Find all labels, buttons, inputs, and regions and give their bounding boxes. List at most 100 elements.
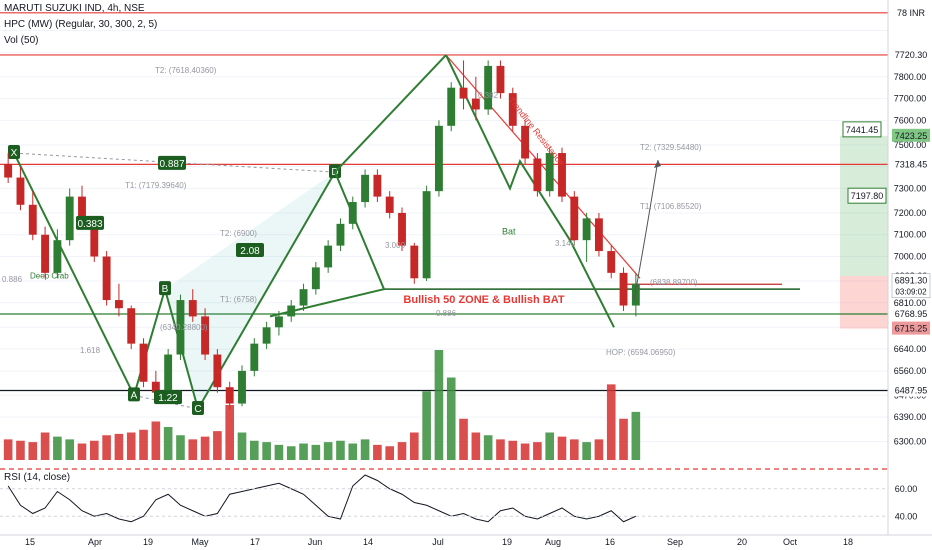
price-level-tag: 6487.95	[895, 385, 928, 395]
fib-label: HOP: (6594.06950)	[606, 348, 676, 357]
volume-bar	[299, 443, 308, 460]
y-tick-label: 7100.00	[894, 230, 927, 240]
projection-arrow	[633, 159, 659, 301]
candle-body	[53, 240, 62, 273]
volume-bar	[520, 443, 530, 460]
x-tick-label: Apr	[88, 537, 102, 547]
fib-label: T2: (7618.40360)	[155, 66, 217, 75]
candle-body	[521, 125, 530, 159]
candle-body	[176, 300, 185, 355]
target-zone	[840, 135, 888, 276]
candle-body	[631, 283, 640, 306]
fib-label: T2: (6900)	[220, 229, 257, 238]
fib-label: 3.000	[385, 241, 406, 250]
volume-bar	[323, 442, 333, 460]
candle-body	[324, 245, 333, 268]
volume-bar	[28, 442, 38, 460]
volume-label: Vol (50)	[4, 35, 39, 46]
price-level-tag: 78 INR	[897, 8, 926, 18]
fib-label: T1: (7179.39640)	[125, 181, 187, 190]
volume-bar	[225, 405, 234, 460]
y-tick-label: 7000.00	[894, 252, 927, 262]
volume-bar	[114, 433, 124, 460]
price-level-tag: 7318.45	[895, 159, 928, 169]
candle-body	[102, 256, 111, 301]
candle-body	[434, 125, 443, 192]
volume-bar	[237, 432, 247, 460]
resistance-line	[445, 54, 641, 279]
candle-body	[65, 196, 74, 241]
stop-zone	[840, 275, 888, 329]
x-tick-label: Aug	[545, 537, 561, 547]
candle-body	[336, 223, 345, 246]
target-tag: 7423.25	[895, 131, 928, 141]
candle-body	[496, 65, 505, 94]
candle-body	[4, 163, 13, 178]
chart-title: MARUTI SUZUKI IND, 4h, NSE	[4, 3, 145, 14]
volume-bar	[410, 432, 419, 460]
volume-bar	[471, 432, 481, 460]
x-tick-label: 16	[605, 537, 615, 547]
fib-label: T1: (7106.85520)	[640, 202, 702, 211]
volume-bar	[348, 443, 358, 460]
pattern-point-box	[8, 145, 20, 160]
volume-bar	[286, 446, 296, 460]
candle-body	[447, 87, 456, 126]
candle-body	[533, 158, 542, 192]
x-tick-label: 17	[250, 537, 260, 547]
x-tick-label: Sep	[667, 537, 683, 547]
stop-tag: 6715.25	[895, 324, 928, 334]
ratio-label: 0.383	[77, 219, 102, 230]
candle-body	[471, 98, 480, 110]
candle-body	[422, 191, 431, 279]
callout-box	[842, 121, 882, 138]
x-tick-label: 15	[25, 537, 35, 547]
ratio-label-box	[158, 155, 186, 170]
candle-body	[127, 308, 136, 344]
volume-bar	[508, 440, 518, 460]
volume-bar	[459, 418, 468, 460]
volume-bar	[102, 435, 111, 460]
pattern-point-box	[128, 387, 140, 402]
volume-bar	[311, 444, 321, 460]
volume-bar	[360, 439, 370, 460]
x-tick-label: 19	[502, 537, 512, 547]
candle-body	[570, 196, 579, 241]
volume-bar	[40, 432, 50, 460]
volume-bar	[163, 427, 173, 460]
y-tick-label: 7700.00	[894, 94, 927, 104]
rsi-line	[7, 474, 637, 523]
price-level-tag-box	[892, 383, 930, 397]
volume-bar	[582, 442, 591, 460]
volume-bar	[274, 444, 284, 460]
candle-body	[299, 289, 308, 306]
candle-body	[459, 87, 468, 99]
volume-bar	[619, 418, 628, 460]
resistance-label: Trendline Resistance	[506, 95, 566, 168]
fib-label: (6340.28800)	[160, 323, 208, 332]
pattern-point-box	[192, 400, 204, 415]
candle-body	[373, 174, 382, 197]
volume-bar	[3, 439, 13, 460]
volume-bar	[139, 429, 148, 460]
ratio-label-box	[154, 390, 182, 405]
projection-arrow-head	[654, 160, 661, 168]
pattern-point-label: A	[131, 390, 138, 401]
volume-bar	[570, 439, 579, 460]
x-tick-label: 20	[737, 537, 747, 547]
volume-bar	[336, 440, 345, 460]
price-level-tag: 6768.95	[895, 309, 928, 319]
volume-bar	[16, 440, 25, 460]
volume-bar	[65, 439, 74, 460]
fib-label: 1.618	[80, 346, 101, 355]
volume-bar	[126, 432, 136, 460]
candle-body	[188, 300, 197, 317]
candle-body	[114, 300, 123, 309]
candle-body	[78, 196, 86, 224]
ratio-label-box	[76, 215, 104, 230]
candle-body	[28, 204, 37, 235]
fib-label: T1: (6758)	[220, 295, 257, 304]
candle-body	[398, 212, 406, 246]
y-tick-label: 7200.00	[894, 208, 927, 218]
